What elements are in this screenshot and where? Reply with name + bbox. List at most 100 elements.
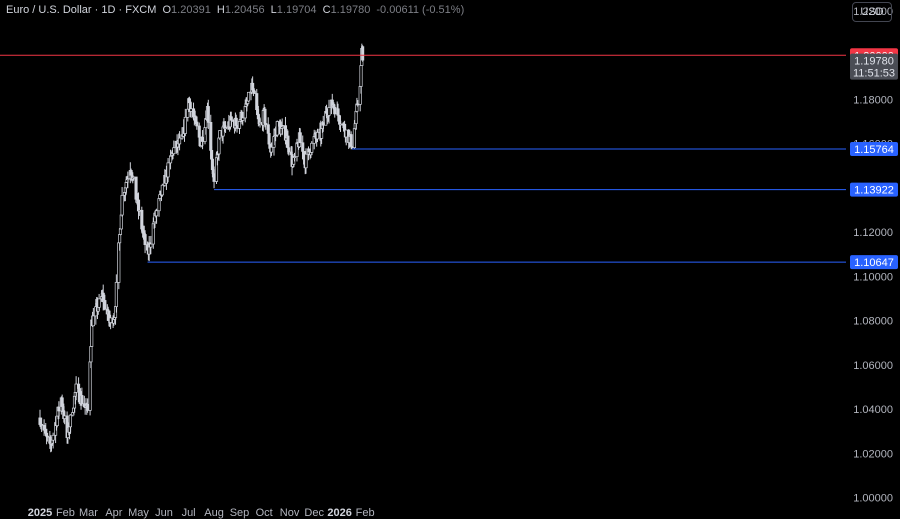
support-price-label-text: 1.10647	[854, 257, 894, 269]
price-tick-label: 1.18000	[853, 95, 893, 107]
candle	[178, 131, 182, 151]
price-tick-label: 1.22000	[853, 6, 893, 18]
time-tick-label: Jun	[155, 507, 173, 519]
candle	[68, 414, 72, 435]
candle-body	[321, 122, 325, 126]
price-labels-group: 1.200001.157641.139221.106471.1978011:51…	[850, 48, 898, 270]
candle	[155, 208, 159, 224]
candle	[149, 235, 153, 255]
time-tick-label: Mar	[79, 507, 98, 519]
candle-body	[359, 65, 363, 87]
candle	[287, 145, 291, 156]
candle	[172, 140, 176, 156]
candle-body	[223, 127, 228, 130]
candle-body	[281, 125, 285, 127]
candle-body	[333, 107, 337, 115]
candle	[264, 122, 268, 130]
candle-body	[356, 103, 360, 106]
candle-body	[275, 121, 279, 136]
time-tick-label: Nov	[280, 507, 300, 519]
candle	[103, 294, 107, 311]
candle	[292, 152, 297, 162]
candle-body	[68, 414, 72, 428]
candle-body	[354, 110, 358, 124]
candle-body	[237, 120, 242, 129]
candle	[269, 142, 274, 156]
close-value: 1.19780	[330, 4, 371, 16]
candle	[361, 45, 365, 62]
candle-body	[124, 181, 128, 189]
candle	[80, 387, 84, 406]
candle-body	[287, 147, 291, 153]
time-tick-label: Oct	[256, 507, 273, 519]
candle	[86, 398, 90, 413]
symbol-legend: Euro / U.S. Dollar · 1D · FXCM O1.20391 …	[6, 4, 465, 16]
price-tick-label: 1.06000	[853, 360, 893, 372]
candle	[83, 406, 87, 415]
support-price-label-text: 1.13922	[854, 185, 894, 197]
candle	[237, 120, 242, 135]
candle-body	[201, 137, 205, 142]
time-axis[interactable]: 2025 Feb Mar Apr May Jun Jul Aug Sep Oct Nov Dec 202…	[28, 507, 375, 519]
candle-body	[252, 90, 256, 94]
candle	[241, 112, 245, 126]
candle-body	[132, 176, 136, 179]
candle	[40, 417, 44, 433]
candle-body	[183, 116, 187, 134]
candle-body	[80, 395, 84, 405]
candle	[183, 108, 187, 136]
candle-body	[338, 123, 343, 126]
candle-body	[246, 91, 251, 102]
candle-body	[241, 117, 245, 121]
price-tick-label: 1.10000	[853, 271, 893, 283]
candle-body	[263, 108, 267, 124]
candle	[235, 125, 239, 133]
support-price-label: 1.13922	[850, 182, 898, 197]
candle	[315, 128, 320, 143]
support-price-label-bg	[850, 141, 898, 156]
candle-body	[143, 234, 147, 245]
candle	[304, 148, 308, 174]
candle-body	[234, 117, 238, 126]
time-tick-label: Feb	[356, 507, 375, 519]
candle-body	[57, 406, 61, 412]
candles-group	[38, 43, 365, 453]
high-value: 1.20456	[224, 4, 265, 16]
candle-body	[137, 209, 141, 212]
time-tick-label: May	[128, 507, 149, 519]
time-tick-label: Dec	[304, 507, 324, 519]
candle-body	[40, 423, 44, 426]
candle-body	[197, 125, 201, 138]
candle-body	[86, 404, 90, 411]
candle-body	[120, 195, 124, 216]
currency-button[interactable]: USD	[852, 2, 892, 22]
candle	[246, 91, 251, 102]
candle-body	[149, 243, 153, 248]
candle-body	[292, 156, 297, 158]
candle	[97, 293, 101, 311]
candle-body	[134, 176, 138, 200]
candle-body	[344, 129, 348, 138]
time-tick-label: Jul	[182, 507, 196, 519]
candle-body	[168, 155, 173, 164]
candle-body	[45, 435, 49, 438]
candle-body	[89, 346, 93, 363]
last-price-label-text: 1.19780	[854, 56, 894, 68]
candle-body	[217, 137, 221, 155]
candle-body	[195, 121, 199, 127]
candle	[82, 395, 86, 408]
candle-body	[129, 170, 133, 176]
candle-body	[298, 132, 302, 144]
candle-body	[119, 214, 123, 230]
horizontal-lines-group	[0, 54, 846, 263]
open-value: 1.20391	[171, 4, 211, 16]
candle-body	[361, 46, 365, 61]
time-tick-label: Sep	[230, 507, 250, 519]
candle-body	[235, 125, 239, 129]
candle-body	[103, 300, 107, 310]
candle-body	[118, 228, 123, 235]
candle	[120, 187, 124, 217]
candle	[298, 128, 302, 144]
exchange-label: FXCM	[125, 4, 157, 16]
